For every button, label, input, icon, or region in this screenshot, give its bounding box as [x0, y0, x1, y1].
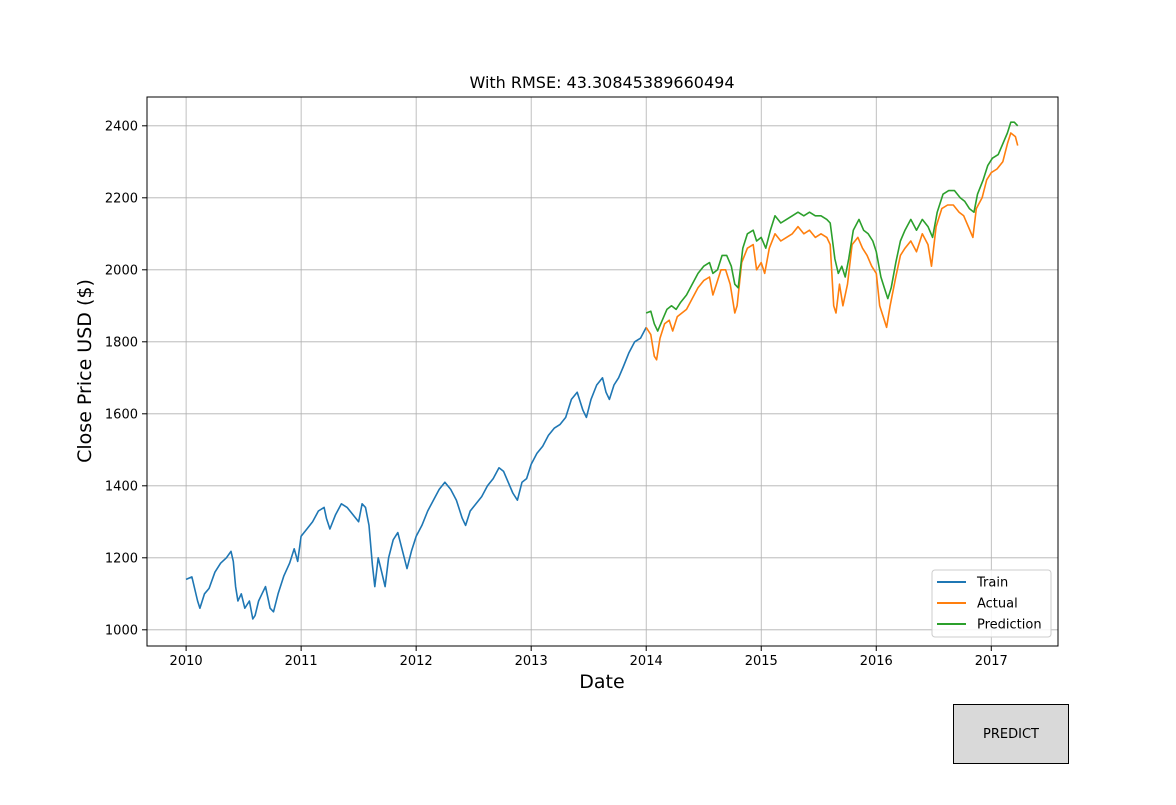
series-line-train	[185, 327, 647, 620]
x-axis-label: Date	[579, 671, 624, 693]
x-tick-label: 2015	[745, 654, 778, 669]
legend-box	[931, 569, 1052, 638]
y-tick-label: 1200	[105, 551, 138, 566]
y-tick-label: 1000	[105, 623, 138, 638]
y-tick-label: 2000	[105, 263, 138, 278]
x-tick-label: 2017	[975, 654, 1008, 669]
x-tick-label: 2014	[630, 654, 663, 669]
x-tick-label: 2013	[515, 654, 548, 669]
predict-button[interactable]: PREDICT	[953, 704, 1069, 764]
chart-title: With RMSE: 43.30845389660494	[469, 73, 734, 92]
legend: Train Actual Prediction	[931, 569, 1052, 638]
grid-lines	[147, 97, 1058, 646]
axis-ticks: 2010 2011 2012 2013 2014 2015 2016 2017 1000 1200…	[105, 119, 1008, 669]
y-tick-label: 1400	[105, 479, 138, 494]
y-tick-label: 1800	[105, 335, 138, 350]
legend-label-train: Train	[976, 576, 1008, 591]
y-tick-label: 1600	[105, 407, 138, 422]
legend-label-prediction: Prediction	[977, 618, 1042, 633]
series-line-prediction	[645, 121, 1019, 332]
series-lines	[185, 121, 1019, 620]
y-tick-label: 2200	[105, 191, 138, 206]
series-line-actual	[645, 132, 1019, 361]
y-tick-label: 2400	[105, 119, 138, 134]
x-tick-label: 2011	[285, 654, 318, 669]
y-axis-label: Close Price USD ($)	[74, 279, 96, 463]
legend-label-actual: Actual	[977, 597, 1018, 612]
x-tick-label: 2010	[170, 654, 203, 669]
plot-frame	[146, 96, 1059, 647]
x-tick-label: 2012	[400, 654, 433, 669]
x-tick-label: 2016	[860, 654, 893, 669]
